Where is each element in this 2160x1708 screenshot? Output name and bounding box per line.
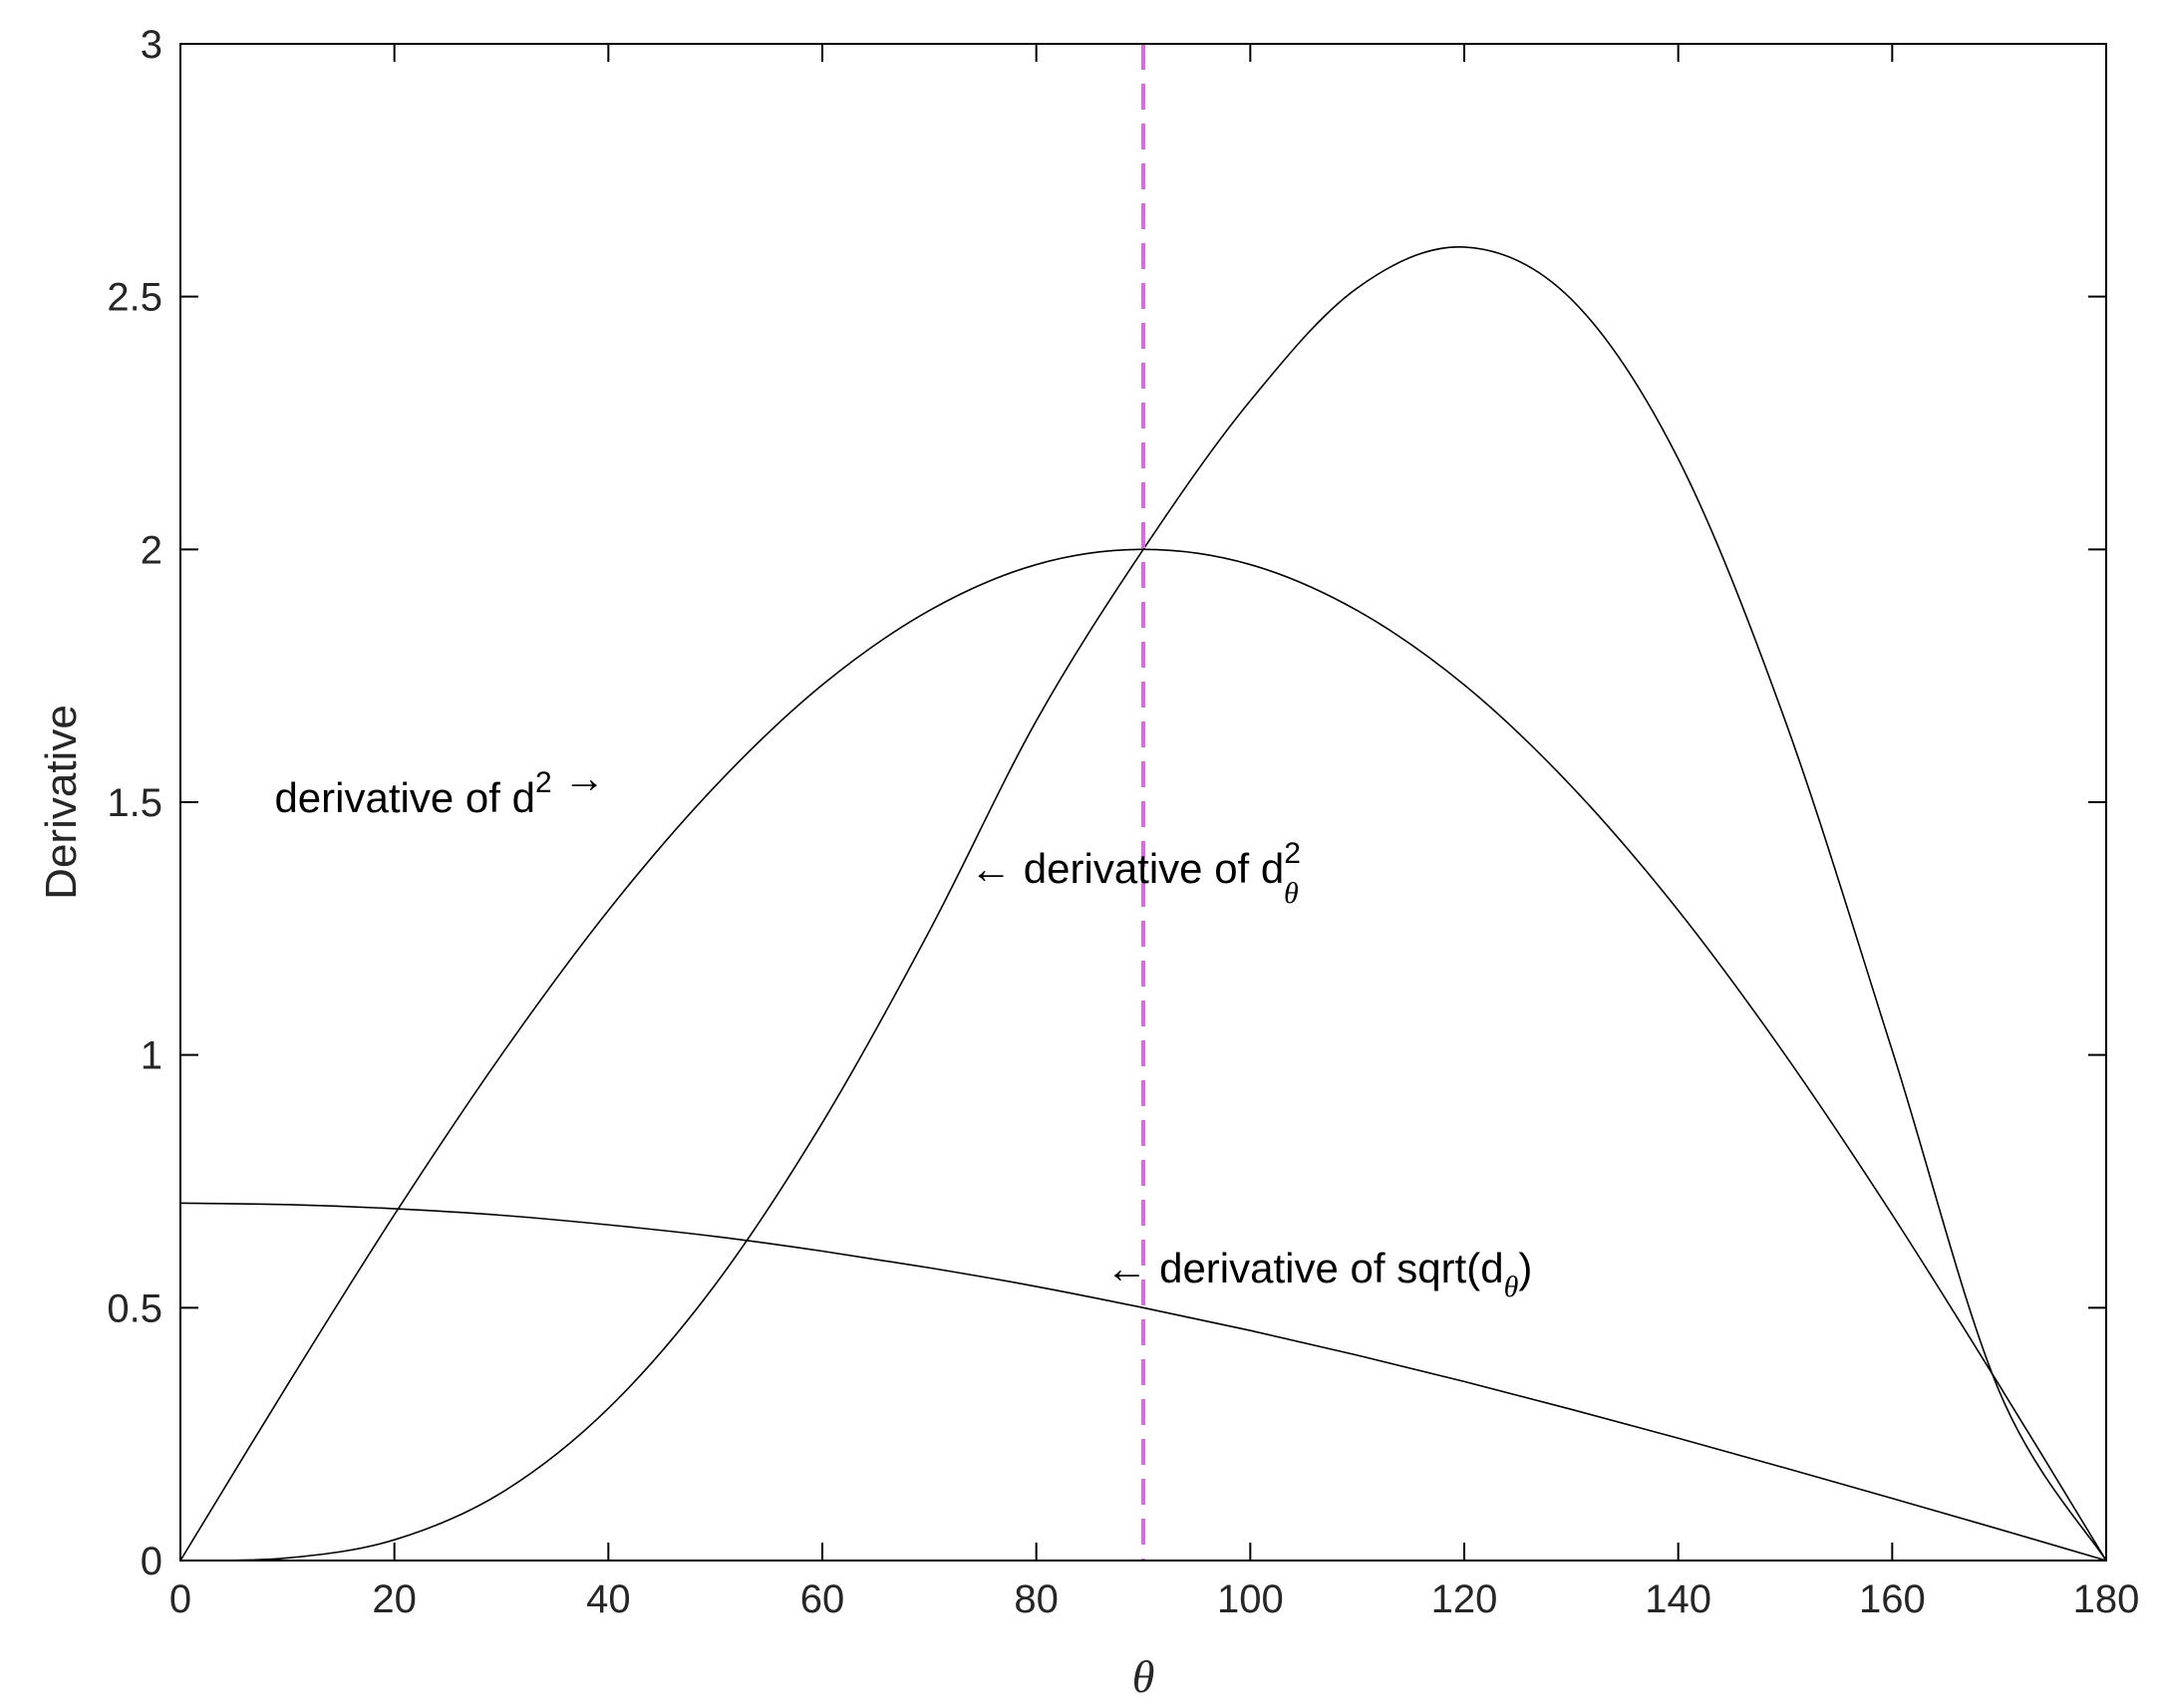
series-line-2 bbox=[179, 246, 2107, 1562]
annotation-superscript: 2 bbox=[535, 766, 552, 799]
y-axis-ticks: 0 0.5 1 1.5 2 2.5 3 bbox=[107, 23, 2106, 1583]
x-tick-label: 80 bbox=[1014, 1577, 1059, 1621]
y-tick-label: 1 bbox=[141, 1034, 162, 1078]
y-tick-label: 1.5 bbox=[107, 781, 162, 825]
x-axis-title: θ bbox=[1132, 1651, 1155, 1702]
x-tick-label: 120 bbox=[1431, 1577, 1498, 1621]
x-tick-label: 60 bbox=[800, 1577, 845, 1621]
annotation-text: derivative of sqrt(d bbox=[1159, 1245, 1503, 1291]
annotation-superscript: 2 bbox=[1284, 837, 1301, 870]
series-line-3 bbox=[179, 1202, 2107, 1562]
y-tick-label: 0.5 bbox=[107, 1286, 162, 1330]
annotation-1: derivative of d2 → bbox=[274, 754, 605, 821]
y-axis-title: Derivative bbox=[37, 705, 86, 900]
x-tick-label: 160 bbox=[1859, 1577, 1926, 1621]
x-tick-label: 20 bbox=[372, 1577, 417, 1621]
annotation-2: ← derivative of d2 θ bbox=[970, 837, 1301, 910]
annotation-arrow: ← bbox=[1105, 1245, 1159, 1291]
annotation-subscript: θ bbox=[1504, 1271, 1519, 1303]
x-tick-label: 40 bbox=[586, 1577, 631, 1621]
annotation-suffix: ) bbox=[1518, 1245, 1532, 1291]
annotation-arrow: ← bbox=[970, 845, 1024, 892]
y-tick-label: 3 bbox=[141, 23, 162, 67]
y-tick-label: 0 bbox=[141, 1540, 162, 1583]
y-tick-label: 2 bbox=[141, 528, 162, 572]
annotation-text: derivative of d bbox=[1024, 845, 1284, 892]
annotation-text: derivative of d bbox=[274, 774, 534, 821]
x-tick-label: 140 bbox=[1645, 1577, 1711, 1621]
x-tick-label: 0 bbox=[169, 1577, 191, 1621]
x-tick-label: 100 bbox=[1217, 1577, 1284, 1621]
annotations: derivative of d2 →← derivative of d2 θ← d… bbox=[274, 754, 1532, 1303]
x-axis-ticks: 0 20 40 60 80 100 120 140 160 180 bbox=[169, 44, 2140, 1621]
annotation-3: ← derivative of sqrt(dθ) bbox=[1105, 1245, 1532, 1303]
x-tick-label: 180 bbox=[2073, 1577, 2140, 1621]
annotation-arrow: → bbox=[552, 754, 606, 801]
series-layer bbox=[179, 246, 2107, 1562]
y-tick-label: 2.5 bbox=[107, 276, 162, 320]
annotation-subscript: θ bbox=[1284, 877, 1299, 910]
